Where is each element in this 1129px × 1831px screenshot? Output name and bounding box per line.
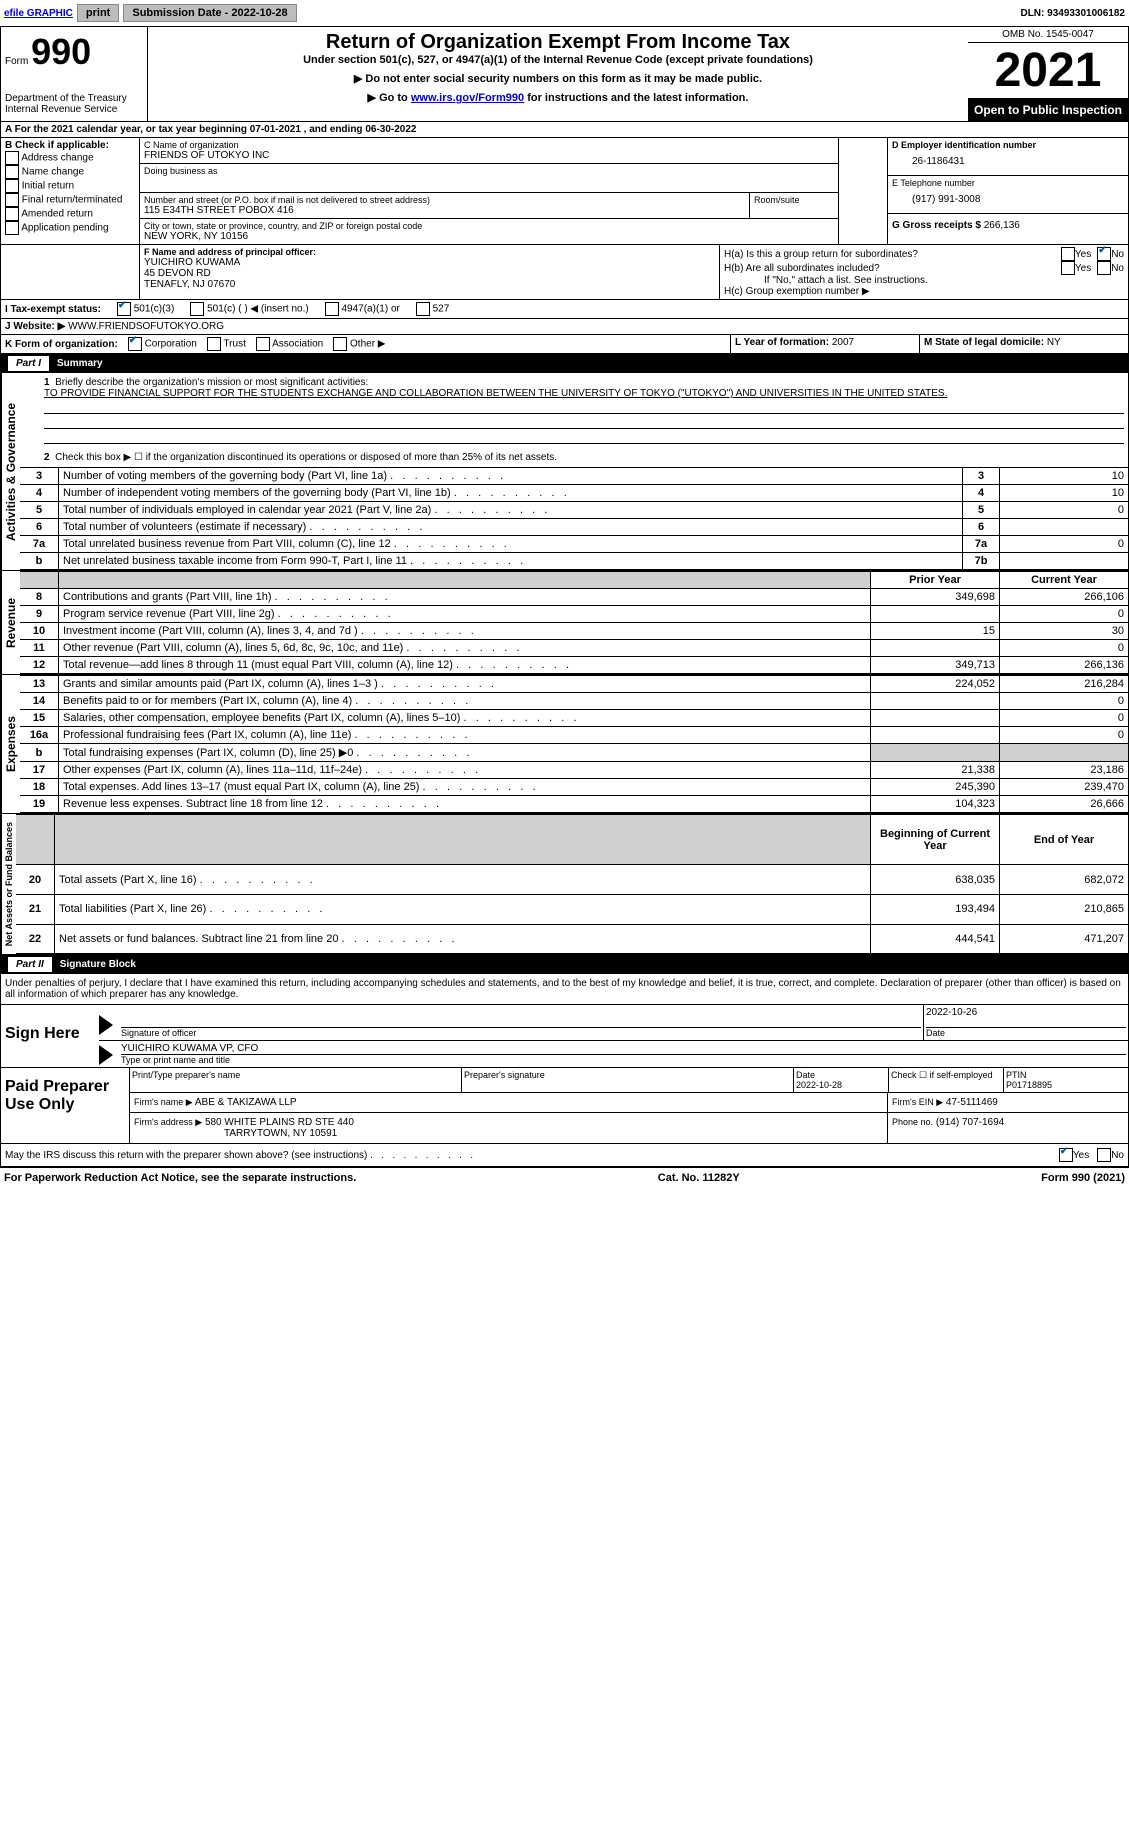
i-527[interactable]: 527: [416, 302, 449, 316]
officer-name: YUICHIRO KUWAMA: [144, 257, 715, 268]
b-amended[interactable]: Amended return: [5, 207, 135, 221]
self-employed-check[interactable]: Check ☐ if self-employed: [889, 1068, 1004, 1092]
ptin: P01718895: [1006, 1080, 1052, 1090]
b-name-change[interactable]: Name change: [5, 165, 135, 179]
b-label: B Check if applicable:: [5, 140, 135, 151]
gross-receipts: 266,136: [984, 220, 1020, 231]
block-b-to-g: B Check if applicable: Address change Na…: [0, 138, 1129, 245]
ein: 26-1186431: [892, 150, 1124, 173]
may-irs-row: May the IRS discuss this return with the…: [0, 1144, 1129, 1167]
print-button[interactable]: print: [77, 4, 119, 22]
sig-arrow-icon: [99, 1015, 113, 1035]
prep-date: 2022-10-28: [796, 1080, 842, 1090]
dept-label: Department of the Treasury Internal Reve…: [5, 93, 143, 115]
hc-label: H(c) Group exemption number ▶: [724, 286, 1124, 297]
city-value: NEW YORK, NY 10156: [144, 231, 834, 242]
omb-number: OMB No. 1545-0047: [968, 27, 1128, 42]
i-501c[interactable]: 501(c) ( ) ◀ (insert no.): [190, 302, 308, 316]
irs-link[interactable]: www.irs.gov/Form990: [411, 92, 524, 104]
dba-label: Doing business as: [144, 166, 834, 176]
page-footer: For Paperwork Reduction Act Notice, see …: [0, 1167, 1129, 1188]
net-table: Beginning of Current Year End of Year20 …: [16, 814, 1128, 954]
line-i: I Tax-exempt status: 501(c)(3) 501(c) ( …: [0, 300, 1129, 319]
k-trust[interactable]: Trust: [207, 337, 246, 351]
firm-addr1: 580 WHITE PLAINS RD STE 440: [205, 1117, 354, 1128]
open-inspection: Open to Public Inspection: [968, 99, 1128, 121]
firm-ein: 47-5111469: [946, 1097, 998, 1108]
mission-text: TO PROVIDE FINANCIAL SUPPORT FOR THE STU…: [44, 388, 947, 399]
sig-arrow-icon-2: [99, 1045, 113, 1065]
line-klm: K Form of organization: Corporation Trus…: [0, 335, 1129, 354]
note-ssn: ▶ Do not enter social security numbers o…: [152, 72, 964, 85]
may-irs-yes[interactable]: [1059, 1148, 1073, 1162]
year-formation: 2007: [832, 337, 854, 348]
i-501c3[interactable]: 501(c)(3): [117, 302, 174, 316]
revenue-table: Prior Year Current Year8 Contributions a…: [20, 571, 1128, 674]
website: WWW.FRIENDSOFUTOKYO.ORG: [68, 321, 224, 332]
ha-no[interactable]: [1097, 247, 1111, 261]
addr-label: Number and street (or P.O. box if mail i…: [144, 195, 745, 205]
sig-date-val: 2022-10-26: [926, 1007, 1126, 1028]
may-irs-no[interactable]: [1097, 1148, 1111, 1162]
hb-no[interactable]: [1097, 261, 1111, 275]
sign-here-block: Sign Here Signature of officer 2022-10-2…: [0, 1005, 1129, 1068]
submission-date: Submission Date - 2022-10-28: [123, 4, 296, 22]
tax-year: 2021: [968, 42, 1128, 99]
firm-addr2: TARRYTOWN, NY 10591: [134, 1128, 337, 1139]
b-final-return[interactable]: Final return/terminated: [5, 193, 135, 207]
line-j: J Website: ▶ WWW.FRIENDSOFUTOKYO.ORG: [0, 319, 1129, 335]
officer-addr2: TENAFLY, NJ 07670: [144, 279, 715, 290]
part1-governance: Activities & Governance 1 Briefly descri…: [0, 373, 1129, 571]
room-label: Room/suite: [750, 193, 838, 218]
d-label: D Employer identification number: [892, 140, 1124, 150]
h-note: If "No," attach a list. See instructions…: [724, 275, 1124, 286]
ha-label: H(a) Is this a group return for subordin…: [724, 249, 1061, 260]
city-label: City or town, state or province, country…: [144, 221, 834, 231]
form-number: 990: [31, 31, 91, 72]
officer-typed: YUICHIRO KUWAMA VP, CFO: [121, 1043, 1126, 1055]
hb-yes[interactable]: [1061, 261, 1075, 275]
i-4947[interactable]: 4947(a)(1) or: [325, 302, 400, 316]
efile-label: efile GRAPHIC: [4, 8, 73, 19]
telephone: (917) 991-3008: [892, 188, 1124, 211]
k-assoc[interactable]: Association: [256, 337, 323, 351]
officer-addr1: 45 DEVON RD: [144, 268, 715, 279]
state-domicile: NY: [1047, 337, 1061, 348]
b-initial-return[interactable]: Initial return: [5, 179, 135, 193]
line-a: A For the 2021 calendar year, or tax yea…: [0, 122, 1129, 138]
e-label: E Telephone number: [892, 178, 1124, 188]
address: 115 E34TH STREET POBOX 416: [144, 205, 745, 216]
c-label: C Name of organization: [144, 140, 834, 150]
k-other[interactable]: Other ▶: [333, 337, 385, 351]
form-header: Form 990 Department of the Treasury Inte…: [0, 26, 1129, 122]
part1-netassets: Net Assets or Fund Balances Beginning of…: [0, 814, 1129, 955]
f-label: F Name and address of principal officer:: [144, 247, 715, 257]
header-meta-bar: efile GRAPHIC print Submission Date - 20…: [0, 0, 1129, 26]
firm-phone: (914) 707-1694: [936, 1117, 1004, 1128]
ha-yes[interactable]: [1061, 247, 1075, 261]
form-title: Return of Organization Exempt From Incom…: [152, 31, 964, 54]
part1-revenue: Revenue Prior Year Current Year8 Contrib…: [0, 571, 1129, 675]
paid-preparer-block: Paid Preparer Use Only Print/Type prepar…: [0, 1068, 1129, 1144]
part1-header: Part I Summary: [0, 354, 1129, 373]
gov-table: 3 Number of voting members of the govern…: [20, 467, 1128, 570]
declaration: Under penalties of perjury, I declare th…: [0, 974, 1129, 1005]
firm-name: ABE & TAKIZAWA LLP: [195, 1097, 297, 1108]
part1-expenses: Expenses 13Grants and similar amounts pa…: [0, 675, 1129, 814]
part2-header: Part II Signature Block: [0, 955, 1129, 974]
hb-label: H(b) Are all subordinates included?: [724, 263, 1061, 274]
form-label: Form: [5, 56, 28, 67]
k-corp[interactable]: Corporation: [128, 337, 197, 351]
b-pending[interactable]: Application pending: [5, 221, 135, 235]
note-link: ▶ Go to www.irs.gov/Form990 for instruct…: [152, 91, 964, 104]
b-address-change[interactable]: Address change: [5, 151, 135, 165]
g-label: G Gross receipts $: [892, 220, 981, 231]
block-f-h: F Name and address of principal officer:…: [0, 245, 1129, 300]
expenses-table: 13Grants and similar amounts paid (Part …: [20, 675, 1128, 813]
form-subtitle: Under section 501(c), 527, or 4947(a)(1)…: [152, 54, 964, 66]
dln-label: DLN: 93493301006182: [1020, 8, 1125, 19]
org-name: FRIENDS OF UTOKYO INC: [144, 150, 834, 161]
